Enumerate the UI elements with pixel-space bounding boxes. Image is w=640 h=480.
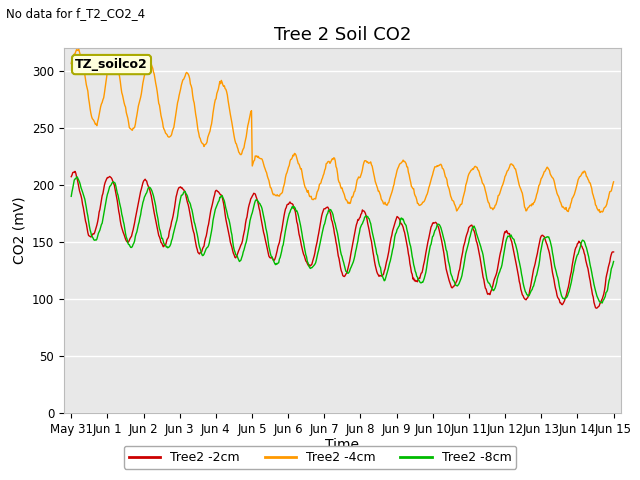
Legend: Tree2 -2cm, Tree2 -4cm, Tree2 -8cm: Tree2 -2cm, Tree2 -4cm, Tree2 -8cm xyxy=(124,446,516,469)
Title: Tree 2 Soil CO2: Tree 2 Soil CO2 xyxy=(274,25,411,44)
Text: TZ_soilco2: TZ_soilco2 xyxy=(75,58,148,71)
Text: No data for f_T2_CO2_4: No data for f_T2_CO2_4 xyxy=(6,7,145,20)
Y-axis label: CO2 (mV): CO2 (mV) xyxy=(12,197,26,264)
X-axis label: Time: Time xyxy=(325,438,360,452)
